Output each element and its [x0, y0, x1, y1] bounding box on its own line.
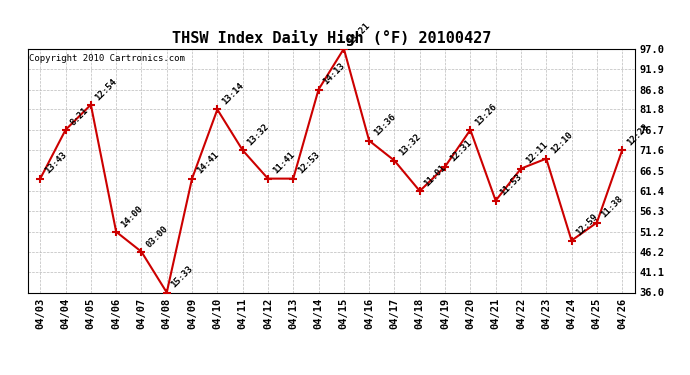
Text: 03:00: 03:00 [144, 224, 170, 249]
Text: 13:36: 13:36 [372, 112, 397, 138]
Text: 12:10: 12:10 [549, 130, 574, 156]
Text: 14:00: 14:00 [119, 204, 144, 229]
Text: 12:28: 12:28 [625, 122, 650, 147]
Text: 12:11: 12:11 [524, 141, 549, 166]
Text: 12:53: 12:53 [296, 150, 322, 176]
Text: 15:33: 15:33 [170, 264, 195, 290]
Text: 13:43: 13:43 [43, 150, 68, 176]
Text: 11:38: 11:38 [600, 194, 625, 220]
Text: 14:41: 14:41 [195, 150, 220, 176]
Text: 13:14: 13:14 [220, 81, 246, 107]
Text: 13:26: 13:26 [473, 102, 498, 127]
Text: 13:32: 13:32 [397, 132, 422, 158]
Text: 14:13: 14:13 [322, 62, 346, 87]
Text: 11:01: 11:01 [422, 163, 448, 188]
Text: 13:21: 13:21 [346, 21, 372, 46]
Text: 12:54: 12:54 [94, 76, 119, 102]
Text: 12:31: 12:31 [448, 138, 473, 164]
Text: 8:21: 8:21 [68, 105, 90, 127]
Text: 13:32: 13:32 [246, 122, 270, 147]
Text: Copyright 2010 Cartronics.com: Copyright 2010 Cartronics.com [29, 54, 185, 63]
Title: THSW Index Daily High (°F) 20100427: THSW Index Daily High (°F) 20100427 [172, 30, 491, 46]
Text: 12:59: 12:59 [574, 212, 600, 238]
Text: 11:41: 11:41 [270, 150, 296, 176]
Text: 11:53: 11:53 [498, 172, 524, 198]
